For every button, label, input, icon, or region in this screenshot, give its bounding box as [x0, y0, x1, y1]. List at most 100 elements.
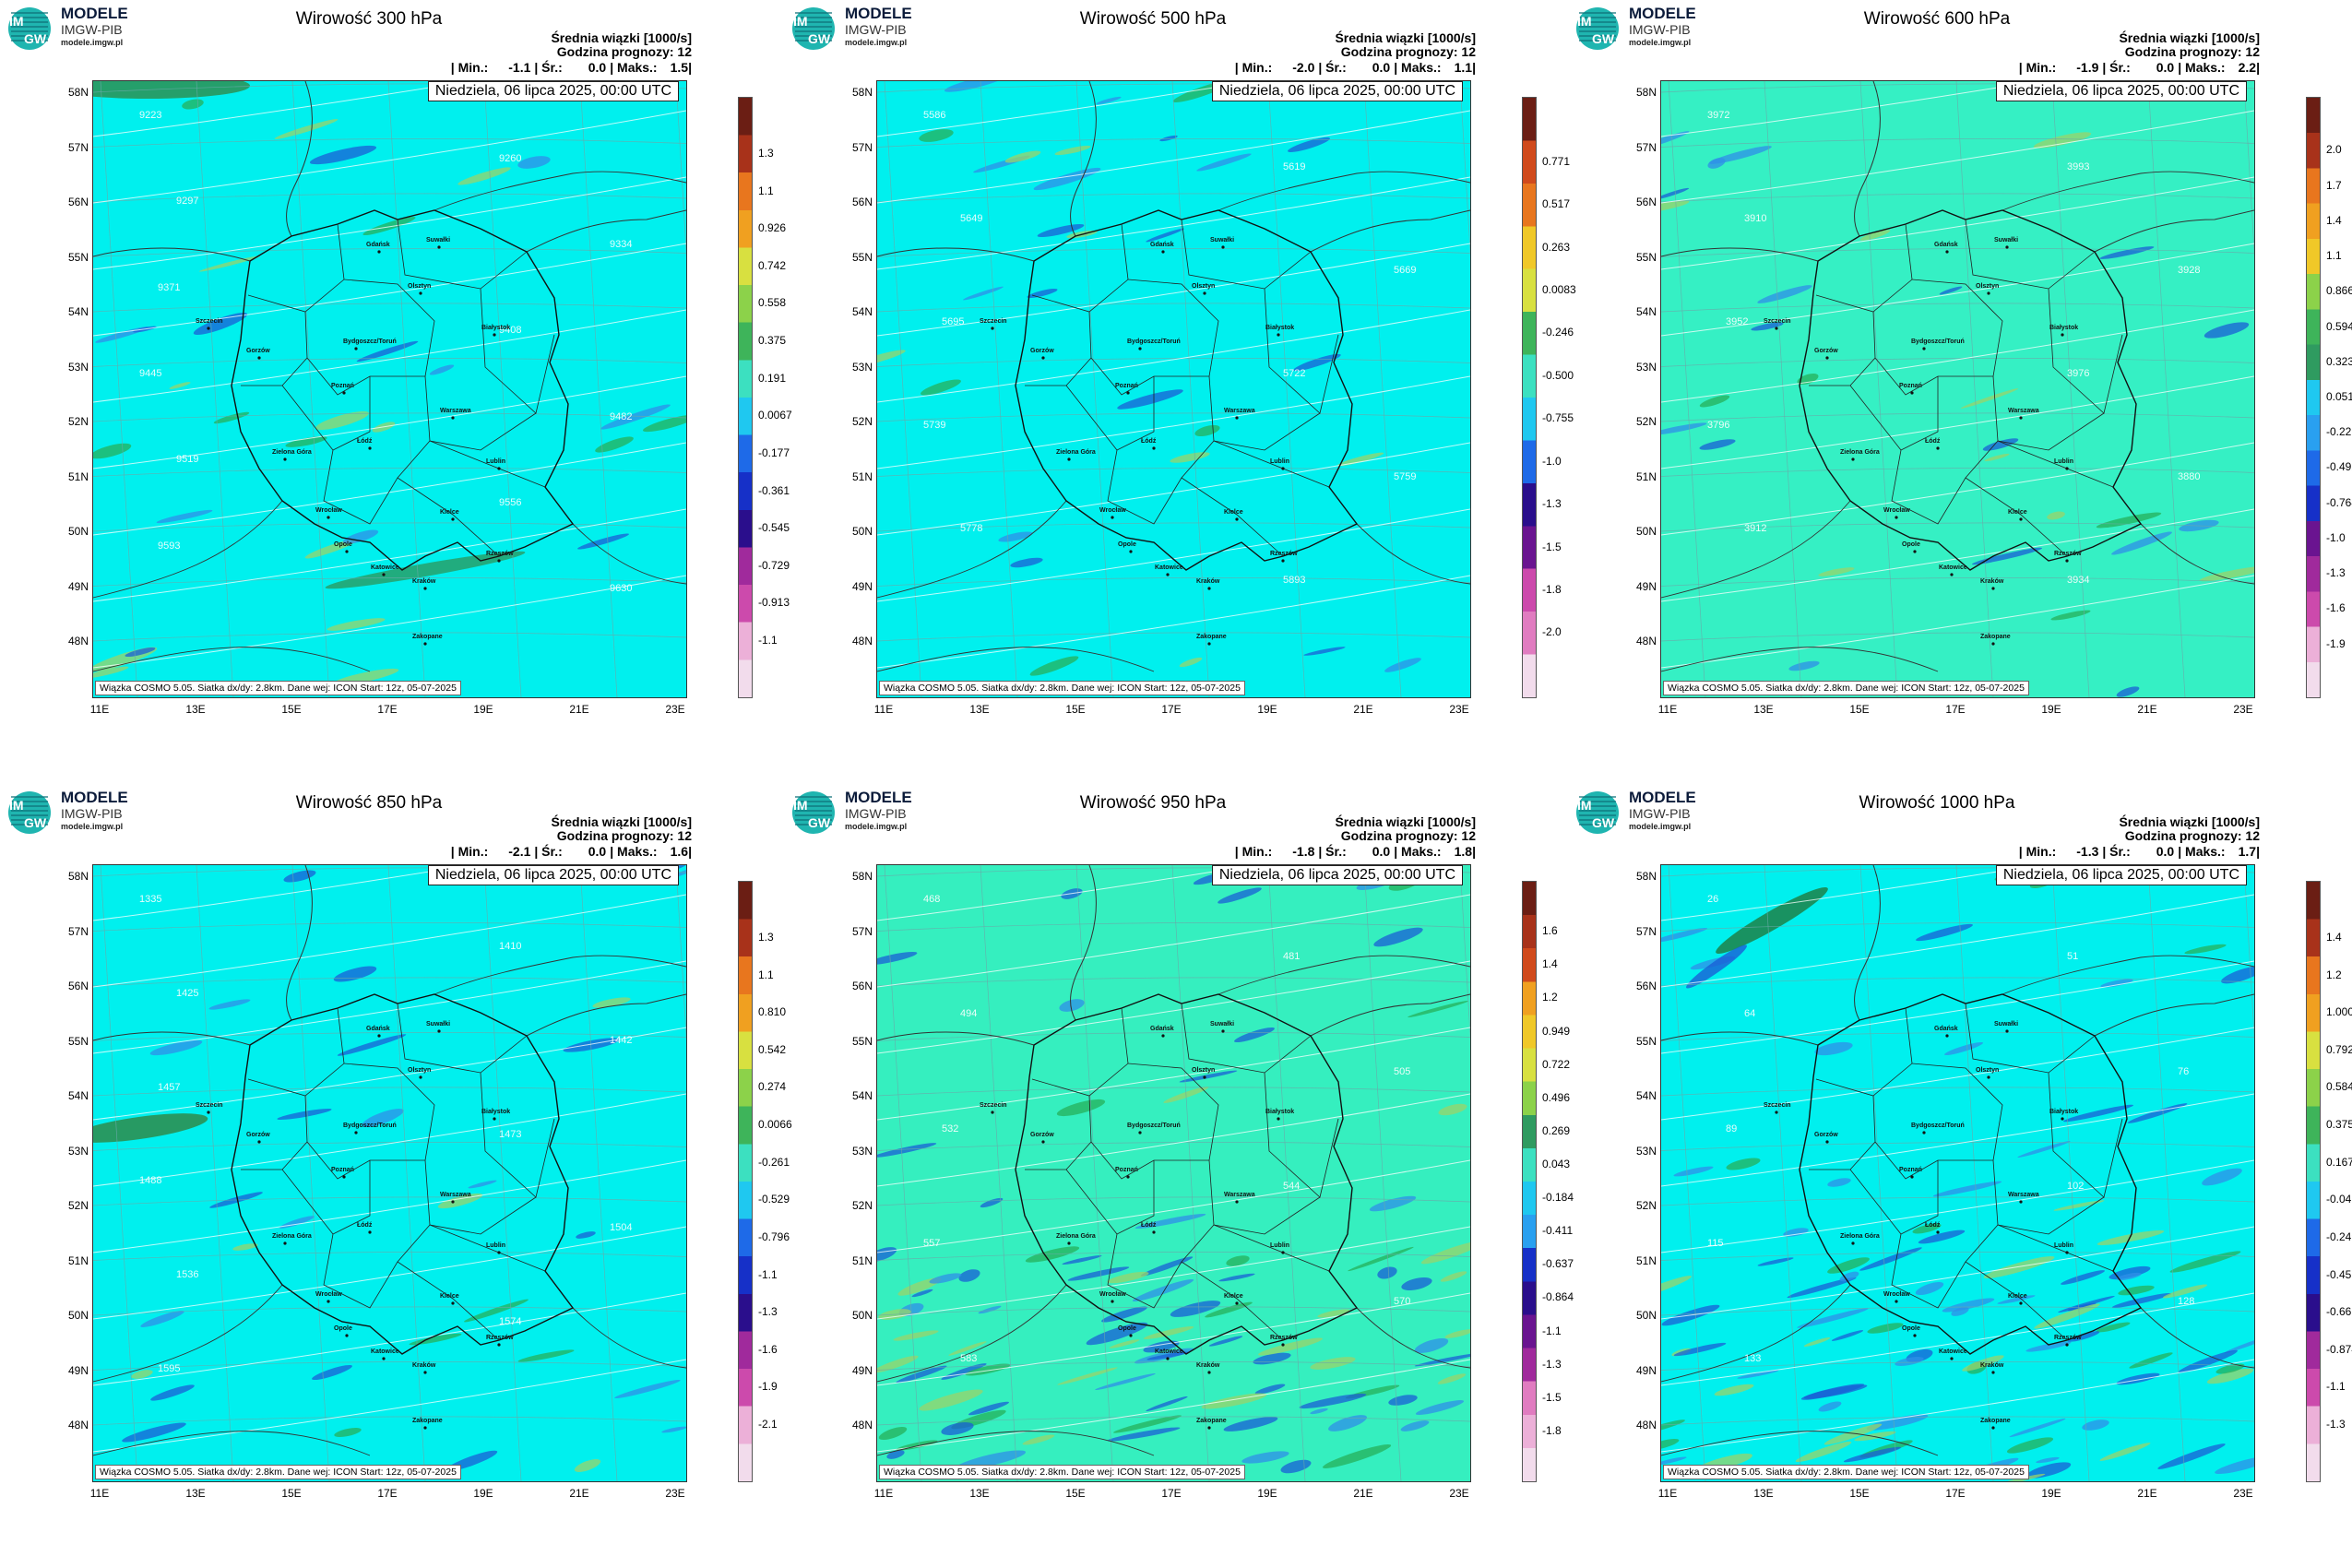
- vorticity-streak: [1179, 657, 1203, 668]
- city-dot: [1166, 1357, 1170, 1360]
- city-label: Wrocław: [315, 1291, 342, 1298]
- city-dot: [1913, 1334, 1917, 1337]
- city-label: Białystok: [1265, 325, 1295, 331]
- parallel-line: [93, 1032, 686, 1041]
- logo-brand: MODELE: [61, 789, 128, 806]
- vorticity-streak: [948, 1341, 987, 1356]
- vorticity-streak: [1714, 1384, 1754, 1396]
- vorticity-streak: [457, 167, 511, 185]
- vorticity-streak: [1201, 1393, 1267, 1409]
- city-dot: [368, 1230, 372, 1234]
- colorbar-label: -1.3: [2326, 1418, 2346, 1431]
- map-area[interactable]: 1335 1410 1425 1442 1457 1473 1488 1504 1536 1574…: [92, 864, 687, 1482]
- city-dot: [451, 416, 455, 420]
- map-area[interactable]: 3972 3993 3910 3928 3952 3976 3796 3880 3912 3934…: [1660, 80, 2255, 698]
- vorticity-streak: [1438, 1103, 1467, 1116]
- border-line: [434, 171, 686, 211]
- contour-label: 89: [1726, 1123, 1737, 1134]
- mean-label: | Śr.:: [534, 60, 563, 75]
- colorbar-label: 1.000: [2326, 1005, 2352, 1019]
- city-label: Bydgoszcz/Toruń: [1911, 339, 1965, 345]
- lat-label: 57N: [1635, 140, 1657, 154]
- parallel-line: [877, 1306, 1470, 1316]
- vorticity-streak: [2129, 1352, 2173, 1369]
- city-dot: [257, 1140, 261, 1144]
- contour-label: 133: [1744, 1353, 1761, 1364]
- vorticity-streak: [1982, 438, 2019, 451]
- contour-label: 5695: [942, 316, 964, 327]
- city-label: Zakopane: [1980, 1418, 2011, 1424]
- voivodeship-border: [323, 1224, 431, 1309]
- vorticity-streak: [309, 145, 377, 165]
- contour-label: 494: [960, 1008, 977, 1019]
- colorbar-label: -1.0: [1542, 454, 1562, 468]
- max-value: 1.6: [670, 844, 689, 859]
- vorticity-streak: [1757, 1257, 1794, 1266]
- city-dot: [342, 391, 346, 395]
- border-line: [93, 500, 686, 672]
- logo-emblem-icon: IMGW: [8, 791, 51, 834]
- logo-org: IMGW-PIB: [61, 806, 123, 821]
- city-dot: [2019, 1301, 2023, 1305]
- subtitle: Średnia wiązki [1000/s]: [1335, 30, 1476, 45]
- max-value: 1.7: [2238, 844, 2257, 859]
- vorticity-streak: [283, 870, 316, 883]
- map-area[interactable]: 9223 9260 9297 9334 9371 9408 9445 9482 9519 9556…: [92, 80, 687, 698]
- lat-label: 52N: [67, 1199, 89, 1212]
- contour-line: [93, 1292, 686, 1386]
- lat-label: 50N: [67, 525, 89, 538]
- vorticity-streak: [878, 1426, 908, 1441]
- vorticity-streak: [1915, 1281, 1944, 1296]
- map-area[interactable]: 468 481 494 505 532 544 557 570 583 Gdańsk Suwałki…: [876, 864, 1471, 1482]
- vorticity-streak: [1939, 286, 1963, 295]
- stats-line: | Min.: -1.3 | Śr.: 0.0 | Maks.: 1.7 |: [2019, 845, 2260, 859]
- contour-line: [877, 1027, 1470, 1121]
- lon-label: 13E: [969, 1487, 990, 1500]
- city-dot: [1207, 1426, 1211, 1430]
- vorticity-streak: [919, 129, 954, 142]
- city-dot: [1281, 467, 1285, 470]
- vorticity-streak: [1814, 1041, 1853, 1056]
- vorticity-streak: [1117, 389, 1183, 410]
- contour-label: 1504: [610, 1222, 632, 1233]
- map-area[interactable]: 26 51 64 76 89 102 115 128 133 Gdańsk Suwałki Olszt…: [1660, 864, 2255, 1482]
- vorticity-streak: [2097, 1229, 2165, 1246]
- imgw-logo: IM GW MODELE IMGW-PIB modele.imgw.pl: [6, 6, 135, 52]
- lat-label: 50N: [1635, 1309, 1657, 1322]
- contour-label: 3976: [2067, 368, 2089, 379]
- city-label: Białystok: [481, 325, 511, 331]
- forecast-hour: Godzina prognozy: 12: [1340, 828, 1476, 843]
- contour-line: [93, 176, 686, 270]
- forecast-hour: Godzina prognozy: 12: [556, 828, 692, 843]
- vorticity-streak: [1661, 1276, 1693, 1298]
- lon-label: 15E: [1849, 703, 1870, 716]
- lat-label: 48N: [1635, 635, 1657, 647]
- lat-label: 51N: [1635, 1253, 1657, 1267]
- map-svg: 26 51 64 76 89 102 115 128 133: [1661, 865, 2254, 1481]
- city-label: Szczecin: [196, 318, 223, 325]
- city-label: Gdańsk: [366, 1026, 390, 1032]
- city-label: Poznań: [331, 1167, 354, 1173]
- lon-label: 17E: [1161, 703, 1182, 716]
- contour-label: 9223: [139, 110, 161, 121]
- contour-label: 5778: [960, 523, 982, 534]
- vorticity-streak: [1823, 1423, 1883, 1445]
- logo-letters-im: IM: [9, 798, 24, 813]
- vorticity-streak: [1726, 1158, 1761, 1170]
- border-line: [1661, 1284, 2254, 1456]
- city-dot: [1166, 573, 1170, 576]
- city-label: Gdańsk: [366, 242, 390, 248]
- lat-label: 54N: [67, 305, 89, 318]
- map-area[interactable]: 5586 5619 5649 5669 5695 5722 5739 5759 5778 5893…: [876, 80, 1471, 698]
- vorticity-streak: [2062, 1104, 2134, 1123]
- meridian-line: [980, 81, 1018, 697]
- voivodeship-border: [1911, 279, 2003, 377]
- vorticity-streak: [595, 436, 634, 453]
- city-dot: [2019, 416, 2023, 420]
- vorticity-streak: [208, 999, 251, 1010]
- lat-label: 50N: [851, 1309, 873, 1322]
- city-label: Suwałki: [426, 237, 451, 244]
- lon-label: 13E: [1753, 703, 1774, 716]
- map-panel: IM GW MODELE IMGW-PIB modele.imgw.pl Wirowość…: [0, 0, 792, 784]
- vorticity-streak: [1827, 1178, 1851, 1187]
